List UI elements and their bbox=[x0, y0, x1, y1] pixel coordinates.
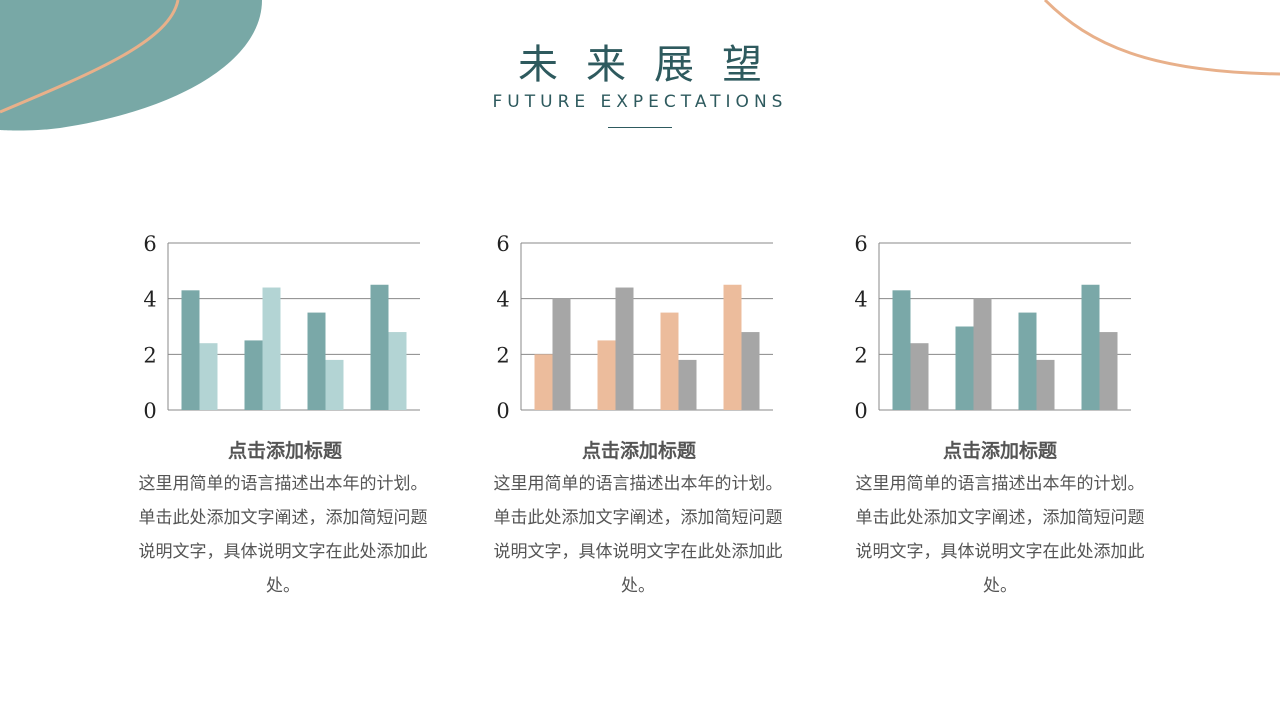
bar-series1-3 bbox=[1018, 312, 1037, 410]
y-tick-label: 6 bbox=[854, 232, 867, 256]
card-title-1: 点击添加标题 bbox=[227, 440, 342, 462]
card-body-2: 这里用简单的语言描述出本年的计划。单击此处添加文字阐述，添加简短问题说明文字，具… bbox=[493, 474, 783, 596]
bar-series1-2 bbox=[244, 340, 263, 410]
decorative-shapes bbox=[0, 0, 1280, 131]
bar-series2-1 bbox=[910, 343, 929, 410]
bar-series2-2 bbox=[973, 298, 992, 410]
bar-series2-1 bbox=[552, 298, 571, 410]
card-title-2: 点击添加标题 bbox=[581, 440, 696, 462]
bar-series2-3 bbox=[1036, 359, 1055, 410]
bar-series2-4 bbox=[388, 332, 407, 410]
y-tick-label: 0 bbox=[854, 399, 867, 423]
y-tick-label: 0 bbox=[143, 399, 156, 423]
bar-chart-2: 0 2 4 6 bbox=[496, 232, 773, 423]
y-tick-label: 4 bbox=[143, 288, 156, 312]
title-divider bbox=[608, 127, 672, 128]
bar-series1-2 bbox=[597, 340, 616, 410]
y-tick-label: 6 bbox=[496, 232, 509, 256]
bar-series2-3 bbox=[678, 359, 697, 410]
bar-series1-2 bbox=[955, 326, 974, 410]
bar-series1-1 bbox=[534, 354, 553, 410]
card-title-3: 点击添加标题 bbox=[942, 440, 1057, 462]
peach-curve-right bbox=[1043, 0, 1280, 76]
teal-blob bbox=[0, 0, 262, 131]
y-tick-label: 4 bbox=[496, 288, 509, 312]
y-tick-label: 0 bbox=[496, 399, 509, 423]
y-tick-label: 4 bbox=[854, 288, 867, 312]
bar-series1-4 bbox=[723, 284, 742, 410]
bar-series2-3 bbox=[325, 359, 344, 410]
y-tick-label: 2 bbox=[496, 343, 509, 367]
bar-series1-4 bbox=[1081, 284, 1100, 410]
bar-series1-3 bbox=[307, 312, 326, 410]
page-title: 未来展望 bbox=[518, 42, 790, 88]
card-body-3: 这里用简单的语言描述出本年的计划。单击此处添加文字阐述，添加简短问题说明文字，具… bbox=[855, 474, 1145, 596]
bar-series1-1 bbox=[181, 290, 200, 410]
bar-series1-1 bbox=[892, 290, 911, 410]
bar-series2-4 bbox=[1099, 332, 1118, 410]
card-body-1: 这里用简单的语言描述出本年的计划。单击此处添加文字阐述，添加简短问题说明文字，具… bbox=[138, 474, 428, 596]
bar-series1-4 bbox=[370, 284, 389, 410]
page-subtitle: FUTURE EXPECTATIONS bbox=[492, 92, 788, 112]
peach-curve-left bbox=[0, 0, 180, 114]
bar-chart-3: 0 2 4 6 bbox=[854, 232, 1131, 423]
bar-series2-1 bbox=[199, 343, 218, 410]
bar-series2-4 bbox=[741, 332, 760, 410]
bar-series2-2 bbox=[615, 287, 634, 410]
bar-chart-1: 0 2 4 6 bbox=[143, 232, 420, 423]
bar-series2-2 bbox=[262, 287, 281, 410]
y-tick-label: 6 bbox=[143, 232, 156, 256]
y-tick-label: 2 bbox=[143, 343, 156, 367]
bar-series1-3 bbox=[660, 312, 679, 410]
y-tick-label: 2 bbox=[854, 343, 867, 367]
